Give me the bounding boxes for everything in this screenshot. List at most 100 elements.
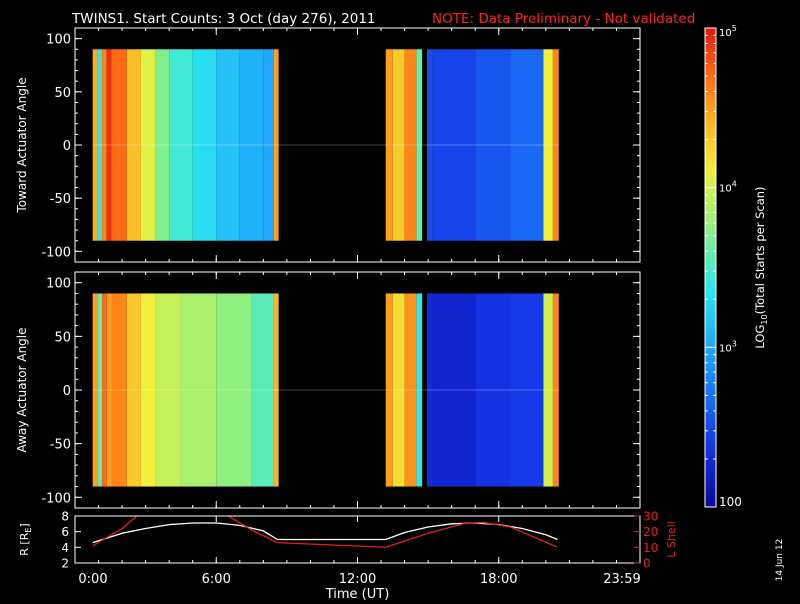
heatmap-strip bbox=[404, 49, 417, 241]
colorbar-tick-exp: 5 bbox=[732, 24, 737, 33]
left-axis-label-end: ] bbox=[18, 523, 31, 527]
colorbar-label-post: (Total Starts per Scan) bbox=[753, 186, 767, 314]
left-axis-label: R [RE] bbox=[18, 523, 33, 555]
y-tick-label: 0 bbox=[63, 384, 71, 399]
heatmap-strip bbox=[475, 49, 511, 241]
x-tick-label: 0:00 bbox=[78, 572, 107, 587]
heatmap-strip bbox=[106, 49, 112, 241]
heatmap-strip bbox=[543, 49, 553, 241]
heatmap-strip bbox=[140, 293, 156, 487]
heatmap-strip bbox=[432, 293, 476, 487]
heatmap-strip bbox=[422, 293, 427, 487]
x-tick-label: 6:00 bbox=[202, 572, 231, 587]
heatmap-strip bbox=[239, 49, 264, 241]
heatmap-strip bbox=[216, 293, 252, 487]
right-tick-label: 20 bbox=[643, 525, 658, 539]
y-tick-label: 50 bbox=[54, 86, 71, 101]
y-tick-label: -50 bbox=[50, 192, 71, 207]
heatmap-strip bbox=[192, 49, 217, 241]
chart-title: TWINS1. Start Counts: 3 Oct (day 276), 2… bbox=[71, 11, 376, 27]
heatmap-strip bbox=[102, 49, 107, 241]
heatmap-strip bbox=[426, 49, 433, 241]
heatmap-strip bbox=[273, 49, 279, 241]
heatmap-strip bbox=[97, 49, 103, 241]
y-axis-label: Toward Actuator Angle bbox=[15, 77, 29, 213]
colorbar-tick-base: 10 bbox=[719, 343, 732, 354]
heatmap-strip bbox=[169, 49, 193, 241]
left-axis-label-sub: E bbox=[24, 528, 33, 533]
y-tick-label: 100 bbox=[46, 277, 71, 292]
heatmap-strip bbox=[126, 49, 141, 241]
heatmap-toward: 100 50 0 -50 -100 Toward Actuator Angle bbox=[15, 27, 641, 263]
heatmap-strip bbox=[180, 293, 217, 487]
heatmap-strip bbox=[392, 293, 405, 487]
colorbar-tick-exp: 3 bbox=[732, 339, 737, 348]
y-tick-label: -100 bbox=[41, 245, 71, 260]
heatmap-strip bbox=[92, 293, 98, 487]
y-axis-label: Away Actuator Angle bbox=[15, 327, 29, 452]
heatmap-strip bbox=[552, 293, 559, 487]
heatmap-strip bbox=[426, 293, 433, 487]
colorbar-tick-base: 10 bbox=[719, 28, 732, 39]
left-tick-label: 8 bbox=[61, 510, 69, 524]
colorbar-bar bbox=[704, 27, 717, 508]
heatmap-strip bbox=[510, 293, 544, 487]
left-tick-label: 2 bbox=[61, 557, 69, 571]
heatmap-strip bbox=[510, 49, 544, 241]
left-tick-label: 6 bbox=[61, 525, 69, 539]
colorbar-label-pre: LOG bbox=[753, 325, 767, 349]
heatmap-strip bbox=[385, 49, 393, 241]
heatmap-strip bbox=[97, 293, 103, 487]
heatmap-strip bbox=[155, 293, 181, 487]
y-tick-label: 100 bbox=[46, 33, 71, 48]
x-tick-label: 23:59 bbox=[603, 572, 640, 587]
left-tick-label: 4 bbox=[61, 541, 69, 555]
right-axis-label: L Shell bbox=[665, 521, 678, 557]
heatmap-strip bbox=[552, 49, 559, 241]
colorbar-tick-base: 100 bbox=[719, 495, 742, 509]
y-tick-label: -100 bbox=[41, 491, 71, 506]
heatmap-away: 100 50 0 -50 -100 Away Actuator Angle bbox=[15, 271, 641, 509]
x-tick-label: 18:00 bbox=[480, 572, 517, 587]
colorbar-label-sub: 10 bbox=[760, 314, 769, 324]
x-axis-label: Time (UT) bbox=[325, 587, 390, 600]
colorbar-label: LOG10(Total Starts per Scan) bbox=[753, 186, 769, 348]
heatmap-strip bbox=[263, 49, 274, 241]
date-stamp: 14 Jun 12 bbox=[775, 539, 785, 582]
colorbar-tick-label: 103 bbox=[719, 339, 737, 354]
x-tick-label: 12:00 bbox=[339, 572, 376, 587]
heatmap-strip bbox=[92, 49, 98, 241]
heatmap-strip bbox=[422, 49, 427, 241]
colorbar-tick-base: 10 bbox=[719, 184, 732, 195]
y-tick-label: 50 bbox=[54, 330, 71, 345]
heatmap-strip bbox=[416, 49, 423, 241]
heatmap-strip bbox=[111, 293, 127, 487]
colorbar-tick-label: 100 bbox=[719, 495, 742, 509]
colorbar-tick-exp: 4 bbox=[732, 180, 737, 189]
heatmap-strip bbox=[155, 49, 170, 241]
lshell-line bbox=[92, 516, 558, 548]
y-tick-label: 0 bbox=[63, 139, 71, 154]
heatmap-strip bbox=[126, 293, 141, 487]
heatmap-strip bbox=[416, 293, 423, 487]
right-tick-label: 10 bbox=[643, 541, 658, 555]
heatmap-strip bbox=[106, 293, 112, 487]
heatmap-strip bbox=[273, 293, 279, 487]
heatmap-strip bbox=[140, 49, 156, 241]
heatmap-strip bbox=[385, 293, 393, 487]
heatmap-strip bbox=[475, 293, 511, 487]
heatmap-strip bbox=[404, 293, 417, 487]
heatmap-strip bbox=[216, 49, 240, 241]
right-tick-label: 30 bbox=[643, 510, 658, 524]
heatmap-strip bbox=[432, 49, 476, 241]
preliminary-note: NOTE: Data Preliminary - Not validated bbox=[432, 11, 695, 27]
colorbar-tick-label: 105 bbox=[719, 24, 737, 39]
heatmap-strip bbox=[392, 49, 405, 241]
right-tick-label: 0 bbox=[643, 557, 651, 571]
heatmap-strip bbox=[102, 293, 107, 487]
y-tick-label: -50 bbox=[50, 438, 71, 453]
colorbar-tick-label: 104 bbox=[719, 180, 737, 195]
